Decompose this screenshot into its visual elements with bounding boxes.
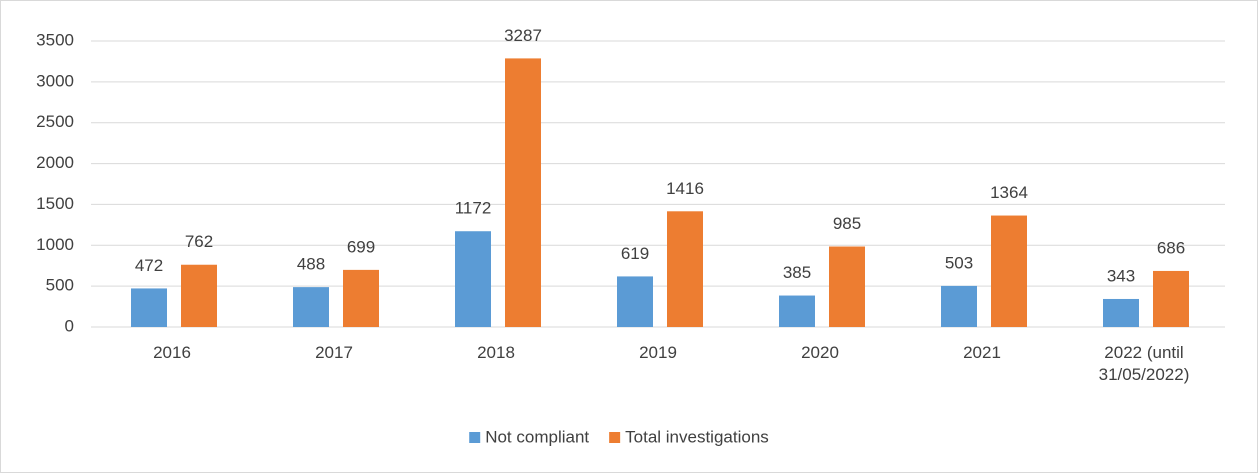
y-tick-label: 2000 xyxy=(36,153,74,172)
bar xyxy=(829,246,865,327)
data-label: 619 xyxy=(621,244,649,263)
y-tick-label: 1000 xyxy=(36,235,74,254)
legend-label: Not compliant xyxy=(485,427,589,446)
data-label: 686 xyxy=(1157,238,1185,257)
data-label: 985 xyxy=(833,214,861,233)
bar xyxy=(293,287,329,327)
y-tick-label: 3500 xyxy=(36,30,74,49)
x-tick-label: 2019 xyxy=(639,343,677,362)
x-tick-label: 2017 xyxy=(315,343,353,362)
bar xyxy=(941,285,977,327)
x-tick-label: 2016 xyxy=(153,343,191,362)
y-tick-label: 500 xyxy=(46,276,74,295)
bar xyxy=(131,288,167,327)
data-label: 343 xyxy=(1107,266,1135,285)
data-label: 699 xyxy=(347,237,375,256)
y-tick-label: 1500 xyxy=(36,194,74,213)
data-label: 1364 xyxy=(990,183,1028,202)
data-label: 488 xyxy=(297,255,325,274)
bar xyxy=(667,211,703,327)
data-label: 1172 xyxy=(455,199,492,218)
legend-label: Total investigations xyxy=(625,427,769,446)
bar xyxy=(779,295,815,327)
bar xyxy=(617,276,653,327)
data-label: 385 xyxy=(783,263,811,282)
bar xyxy=(505,58,541,327)
legend-swatch xyxy=(609,432,621,443)
x-tick-label: 2018 xyxy=(477,343,515,362)
x-tick-label: 2021 xyxy=(963,343,1001,362)
data-label: 503 xyxy=(945,253,973,272)
data-label: 472 xyxy=(135,256,163,275)
legend-swatch xyxy=(469,432,481,443)
x-tick-label: 2020 xyxy=(801,343,839,362)
bar xyxy=(455,231,491,327)
bar xyxy=(1103,298,1139,327)
x-tick-label: 2022 (until 31/05/2022) xyxy=(1098,343,1190,384)
data-label: 762 xyxy=(185,232,213,251)
data-label: 1416 xyxy=(666,179,704,198)
bar xyxy=(991,215,1027,327)
data-label: 3287 xyxy=(504,26,542,45)
y-tick-label: 3000 xyxy=(36,71,74,90)
bar xyxy=(181,264,217,327)
bar xyxy=(1153,270,1189,327)
y-tick-label: 2500 xyxy=(36,112,74,131)
bar xyxy=(343,269,379,327)
y-tick-label: 0 xyxy=(65,316,74,335)
